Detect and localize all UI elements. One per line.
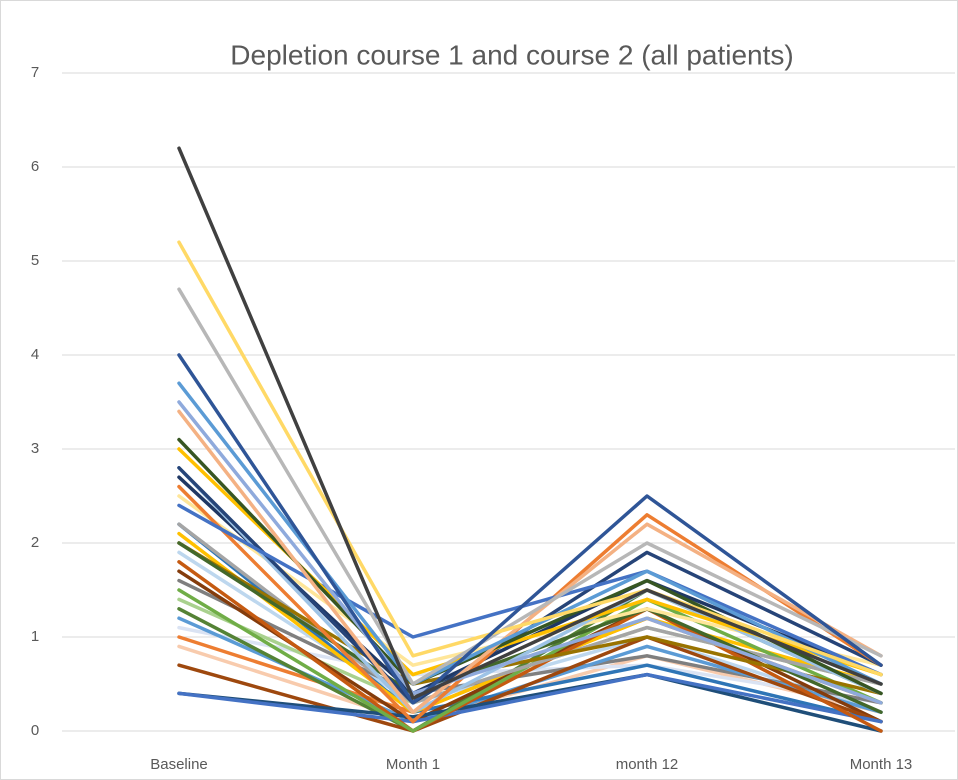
y-tick-label: 7 xyxy=(31,64,39,81)
y-tick-label: 1 xyxy=(31,628,39,645)
series-line xyxy=(177,409,883,714)
series-line xyxy=(177,400,883,705)
series-line xyxy=(177,541,883,696)
y-tick-label: 5 xyxy=(31,252,39,269)
series-line xyxy=(177,503,883,677)
series-line xyxy=(177,146,883,700)
series-line xyxy=(177,466,883,714)
series-line xyxy=(177,560,883,733)
x-tick-label: Baseline xyxy=(150,756,208,773)
y-tick-label: 0 xyxy=(31,722,39,739)
x-tick-label: month 12 xyxy=(616,756,679,773)
series-line xyxy=(177,672,883,724)
y-tick-label: 2 xyxy=(31,534,39,551)
chart-title: Depletion course 1 and course 2 (all pat… xyxy=(230,39,793,70)
y-tick-label: 6 xyxy=(31,158,39,175)
y-tick-label: 3 xyxy=(31,440,39,457)
series-line xyxy=(177,240,883,677)
series-line xyxy=(177,287,883,686)
y-tick-label: 4 xyxy=(31,346,39,363)
series-line xyxy=(177,353,883,705)
x-tick-label: Month 1 xyxy=(386,756,440,773)
series-line xyxy=(177,672,883,733)
series-line xyxy=(177,635,883,733)
series-line xyxy=(177,381,883,686)
x-tick-label: Month 13 xyxy=(850,756,913,773)
